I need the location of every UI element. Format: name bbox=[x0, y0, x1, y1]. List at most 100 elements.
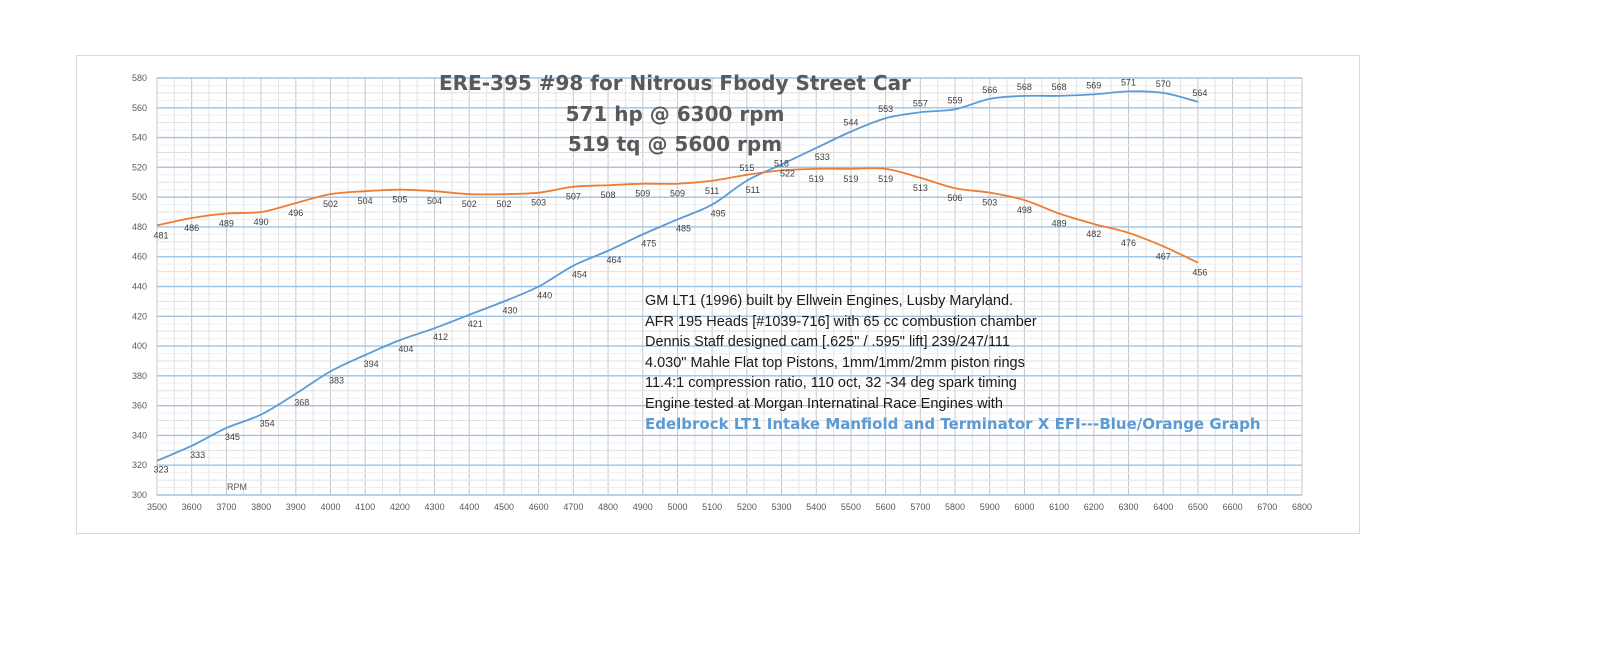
data-label: 475 bbox=[641, 238, 656, 248]
x-tick-label: 4400 bbox=[459, 502, 479, 512]
x-tick-label: 4600 bbox=[529, 502, 549, 512]
x-tick-label: 3700 bbox=[216, 502, 236, 512]
data-label: 508 bbox=[601, 190, 616, 200]
x-tick-label: 6300 bbox=[1118, 502, 1138, 512]
data-label: 533 bbox=[815, 152, 830, 162]
data-label: 421 bbox=[468, 319, 483, 329]
y-tick-label: 520 bbox=[132, 162, 147, 172]
data-label: 515 bbox=[739, 163, 754, 173]
data-label: 544 bbox=[843, 118, 858, 128]
series-line-0 bbox=[156, 90, 1199, 462]
data-label: 481 bbox=[153, 230, 168, 240]
x-tick-label: 3600 bbox=[182, 502, 202, 512]
data-label: 430 bbox=[502, 305, 517, 315]
y-tick-label: 300 bbox=[132, 490, 147, 500]
x-tick-label: 4500 bbox=[494, 502, 514, 512]
data-label: 502 bbox=[462, 199, 477, 209]
x-tick-label: 5500 bbox=[841, 502, 861, 512]
x-axis-label: RPM bbox=[227, 482, 247, 492]
y-tick-label: 540 bbox=[132, 133, 147, 143]
data-label: 519 bbox=[878, 174, 893, 184]
data-label: 486 bbox=[184, 223, 199, 233]
y-tick-label: 400 bbox=[132, 341, 147, 351]
data-label: 354 bbox=[260, 419, 275, 429]
x-tick-label: 4300 bbox=[425, 502, 445, 512]
x-tick-label: 3500 bbox=[147, 502, 167, 512]
x-tick-label: 6800 bbox=[1292, 502, 1312, 512]
dyno-chart: 3500 3600 3700 3800 3900 4000 4100 4200 4300 4400… bbox=[132, 71, 1312, 512]
series-line-1 bbox=[156, 167, 1199, 264]
data-label: 454 bbox=[572, 270, 587, 280]
data-label: 564 bbox=[1192, 88, 1207, 98]
y-tick-label: 360 bbox=[132, 401, 147, 411]
x-tick-label: 6500 bbox=[1188, 502, 1208, 512]
data-label: 495 bbox=[711, 209, 726, 219]
x-tick-label: 3800 bbox=[251, 502, 271, 512]
y-tick-label: 460 bbox=[132, 252, 147, 262]
x-tick-label: 6400 bbox=[1153, 502, 1173, 512]
note-line-3: Dennis Staff designed cam [.625" / .595"… bbox=[645, 334, 1010, 350]
y-tick-label: 320 bbox=[132, 460, 147, 470]
chart-subtitle-tq: 519 tq @ 5600 rpm bbox=[568, 132, 782, 156]
x-tick-label: 4800 bbox=[598, 502, 618, 512]
chart-area: 3500 3600 3700 3800 3900 4000 4100 4200 4300 4400… bbox=[76, 55, 1360, 534]
y-tick-label: 560 bbox=[132, 103, 147, 113]
data-label: 498 bbox=[1017, 205, 1032, 215]
data-label: 503 bbox=[982, 198, 997, 208]
x-tick-label: 6200 bbox=[1084, 502, 1104, 512]
data-label: 503 bbox=[531, 198, 546, 208]
data-label: 456 bbox=[1192, 268, 1207, 278]
data-label: 404 bbox=[398, 344, 413, 354]
data-label: 509 bbox=[635, 189, 650, 199]
data-label: 383 bbox=[329, 375, 344, 385]
x-tick-label: 4900 bbox=[633, 502, 653, 512]
chart-subtitle-hp: 571 hp @ 6300 rpm bbox=[566, 102, 785, 126]
data-label: 504 bbox=[358, 196, 373, 206]
data-label: 490 bbox=[254, 217, 269, 227]
y-tick-label: 440 bbox=[132, 282, 147, 292]
data-label: 553 bbox=[878, 104, 893, 114]
data-label: 440 bbox=[537, 291, 552, 301]
x-tick-label: 5900 bbox=[980, 502, 1000, 512]
x-tick-label: 6100 bbox=[1049, 502, 1069, 512]
data-label: 511 bbox=[746, 185, 760, 195]
data-label: 519 bbox=[809, 174, 824, 184]
note-line-1: GM LT1 (1996) built by Ellwein Engines, … bbox=[645, 293, 1013, 309]
data-label: 522 bbox=[780, 168, 795, 178]
data-label: 505 bbox=[392, 195, 407, 205]
data-label: 496 bbox=[288, 208, 303, 218]
y-tick-label: 420 bbox=[132, 311, 147, 321]
x-tick-label: 6600 bbox=[1223, 502, 1243, 512]
data-label: 467 bbox=[1156, 251, 1171, 261]
data-label: 571 bbox=[1121, 77, 1136, 87]
data-label: 464 bbox=[607, 255, 622, 265]
note-line-6: Engine tested at Morgan Internatinal Rac… bbox=[645, 396, 1003, 412]
y-tick-label: 340 bbox=[132, 430, 147, 440]
data-label: 568 bbox=[1052, 82, 1067, 92]
data-label: 568 bbox=[1017, 82, 1032, 92]
x-tick-label: 5800 bbox=[945, 502, 965, 512]
data-label: 513 bbox=[913, 183, 928, 193]
x-tick-label: 3900 bbox=[286, 502, 306, 512]
x-tick-label: 5600 bbox=[876, 502, 896, 512]
x-tick-label: 4000 bbox=[320, 502, 340, 512]
x-tick-label: 5100 bbox=[702, 502, 722, 512]
data-label: 345 bbox=[225, 432, 240, 442]
chart-title: ERE-395 #98 for Nitrous Fbody Street Car bbox=[439, 71, 911, 95]
data-label: 333 bbox=[190, 450, 205, 460]
note-line-4: 4.030" Mahle Flat top Pistons, 1mm/1mm/2… bbox=[645, 355, 1025, 371]
x-tick-label: 5700 bbox=[910, 502, 930, 512]
x-tick-label: 4700 bbox=[563, 502, 583, 512]
data-label: 368 bbox=[294, 398, 309, 408]
data-label: 509 bbox=[670, 189, 685, 199]
x-tick-label: 5400 bbox=[806, 502, 826, 512]
data-label: 489 bbox=[219, 219, 234, 229]
data-label: 502 bbox=[323, 199, 338, 209]
x-tick-label: 4100 bbox=[355, 502, 375, 512]
y-tick-label: 500 bbox=[132, 192, 147, 202]
note-line-2: AFR 195 Heads [#1039-716] with 65 cc com… bbox=[645, 314, 1037, 330]
data-label: 504 bbox=[427, 196, 442, 206]
data-label: 559 bbox=[948, 95, 963, 105]
data-label: 511 bbox=[705, 186, 719, 196]
data-label: 489 bbox=[1052, 219, 1067, 229]
